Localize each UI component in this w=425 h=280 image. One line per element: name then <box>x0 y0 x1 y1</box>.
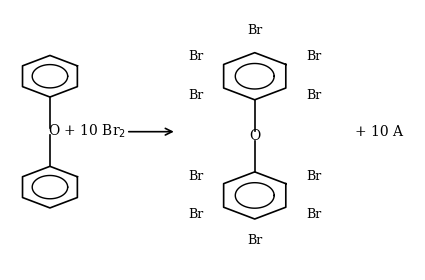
Text: Br: Br <box>247 24 262 38</box>
Text: Br: Br <box>247 234 262 247</box>
Text: Br: Br <box>188 208 204 221</box>
Text: Br: Br <box>306 208 321 221</box>
Text: Br: Br <box>188 50 204 63</box>
Text: Br: Br <box>306 50 321 63</box>
Text: Br: Br <box>306 169 321 183</box>
Text: Br: Br <box>188 89 204 102</box>
Text: Br: Br <box>188 169 204 183</box>
Text: O: O <box>249 129 261 143</box>
Text: Br: Br <box>306 89 321 102</box>
Text: + 10 A: + 10 A <box>355 125 403 139</box>
Text: O + 10 Br$_2$: O + 10 Br$_2$ <box>48 123 126 140</box>
